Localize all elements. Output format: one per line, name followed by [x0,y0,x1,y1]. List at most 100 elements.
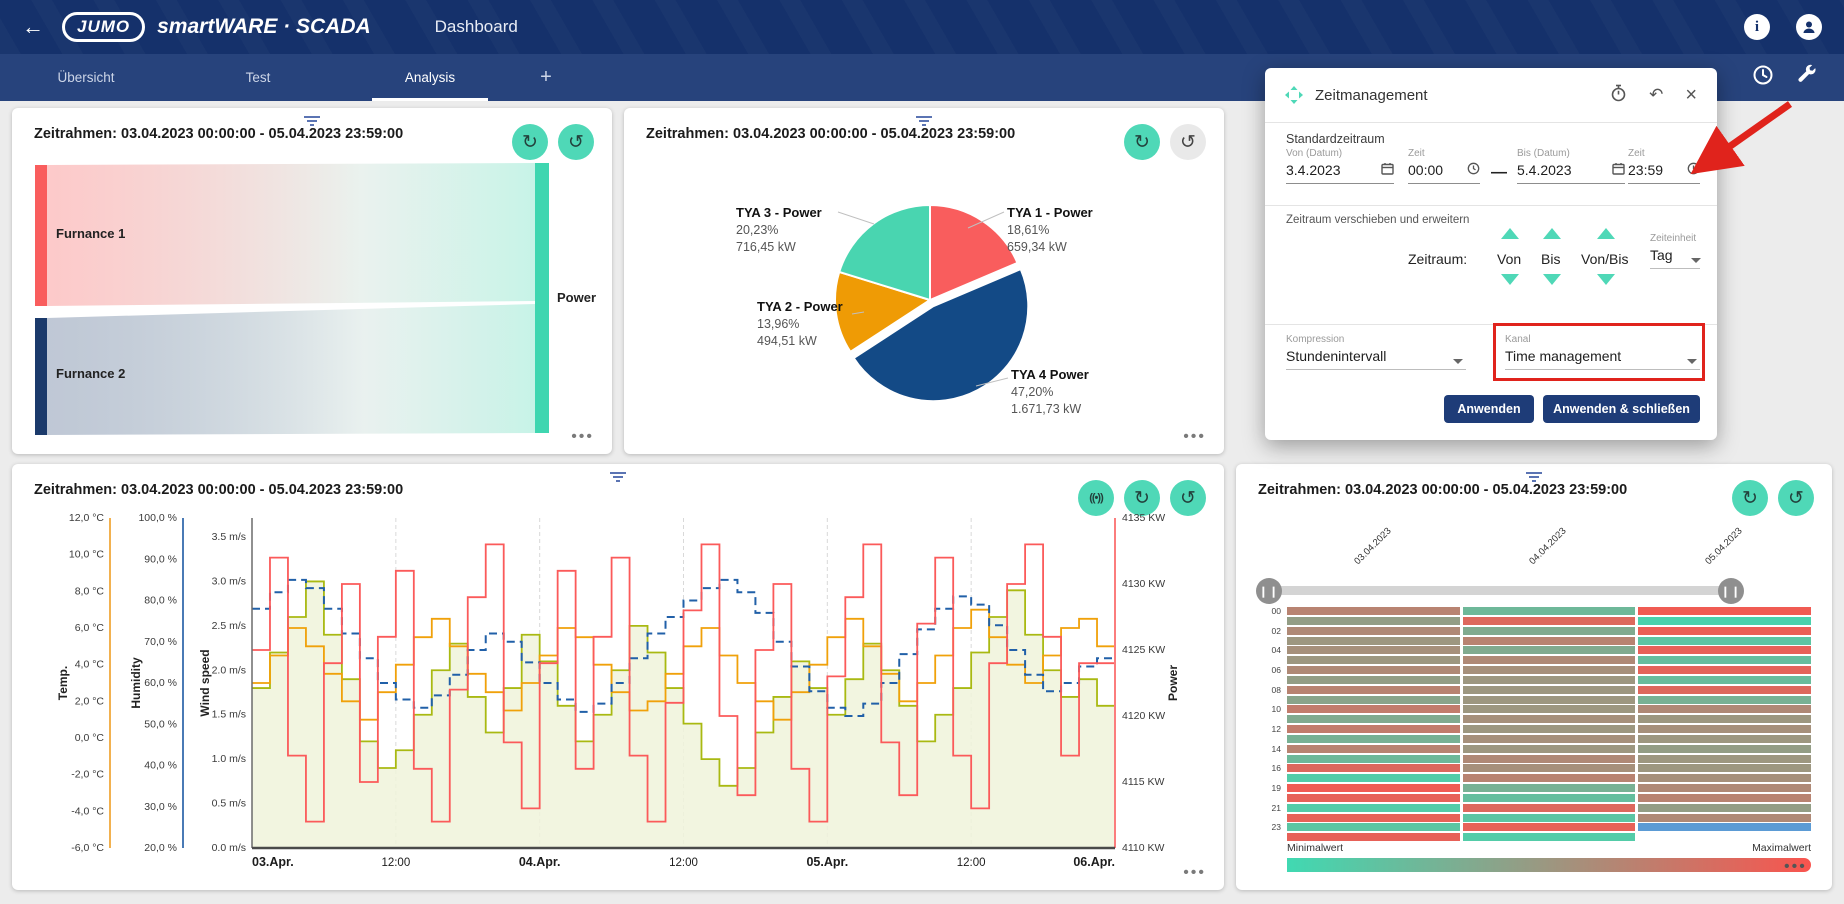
heatmap-cell[interactable] [1287,744,1460,753]
panel-menu-dots[interactable]: ••• [571,428,594,445]
vonbis-down-arrow[interactable] [1597,274,1615,285]
heatmap-cell[interactable] [1462,784,1636,793]
heatmap-cell[interactable] [1638,675,1811,684]
heatmap-cell[interactable] [1287,793,1460,802]
zeit-bis-field[interactable]: Zeit 23:59 [1628,148,1700,184]
sankey-flow-furnance1[interactable] [47,163,535,306]
heatmap-cell[interactable] [1287,626,1460,635]
heatmap-cell[interactable] [1462,685,1636,694]
heatmap-cell[interactable] [1638,666,1811,675]
bis-datum-field[interactable]: Bis (Datum) 5.4.2023 [1517,148,1625,184]
heatmap-cell[interactable] [1462,675,1636,684]
heatmap-cell[interactable] [1462,754,1636,763]
close-icon[interactable]: × [1685,83,1697,106]
filter-icon[interactable] [303,114,321,128]
back-arrow-icon[interactable]: ← [22,14,44,39]
anwenden-schliessen-button[interactable]: Anwenden & schließen [1543,395,1700,423]
heatmap-cell[interactable] [1462,646,1636,655]
heatmap-cell[interactable] [1638,616,1811,625]
heatmap-cell[interactable] [1462,744,1636,753]
heatmap-cell[interactable] [1287,636,1460,645]
vonbis-up-arrow[interactable] [1597,228,1615,239]
pie-slice[interactable] [929,203,1019,302]
pie-slice[interactable] [834,270,933,354]
heatmap-cell[interactable] [1462,725,1636,734]
heatmap-cell[interactable] [1462,833,1636,842]
heatmap-cell[interactable] [1638,656,1811,665]
heatmap-cell[interactable] [1638,705,1811,714]
heatmap-cell[interactable] [1287,656,1460,665]
info-icon[interactable]: i [1744,14,1770,40]
heatmap-cell[interactable] [1638,626,1811,635]
heatmap-cell[interactable] [1638,823,1811,832]
heatmap-cell[interactable] [1287,695,1460,704]
wrench-icon[interactable] [1796,64,1818,91]
heatmap-cell[interactable] [1462,666,1636,675]
heatmap-cell[interactable] [1638,793,1811,802]
calendar-icon[interactable] [1381,162,1394,178]
live-button[interactable]: ((•)) [1078,480,1114,516]
refresh-button[interactable]: ↻ [512,124,548,160]
panel-menu-dots[interactable]: ••• [1183,864,1206,881]
heatmap-cell[interactable] [1462,715,1636,724]
heatmap-cell[interactable] [1638,695,1811,704]
heatmap-cell[interactable] [1638,764,1811,773]
heatmap-cell[interactable] [1287,833,1460,842]
heatmap-cell[interactable] [1462,607,1636,616]
heatmap-cell[interactable] [1462,734,1636,743]
heatmap-cell[interactable] [1462,774,1636,783]
bis-down-arrow[interactable] [1543,274,1561,285]
anwenden-button[interactable]: Anwenden [1444,395,1534,423]
stopwatch-icon[interactable] [1610,84,1627,107]
heatmap-cell[interactable] [1638,636,1811,645]
tab-test[interactable]: Test [245,70,271,85]
add-tab-button[interactable]: + [540,66,552,88]
pie-slice[interactable] [852,267,1030,403]
heatmap-cell[interactable] [1462,636,1636,645]
heatmap-cell[interactable] [1638,774,1811,783]
heatmap-cell[interactable] [1287,616,1460,625]
heatmap-cell[interactable] [1638,744,1811,753]
kanal-select[interactable]: Kanal Time management [1505,334,1700,370]
heatmap-cell[interactable] [1287,675,1460,684]
refresh-button[interactable]: ↻ [1124,480,1160,516]
heatmap-cell[interactable] [1638,715,1811,724]
heatmap-cell[interactable] [1287,725,1460,734]
heatmap-cell[interactable] [1462,656,1636,665]
heatmap-cell[interactable] [1462,695,1636,704]
von-datum-field[interactable]: Von (Datum) 3.4.2023 [1286,148,1394,184]
filter-icon[interactable] [609,470,627,484]
panel-menu-dots[interactable]: ••• [1183,428,1206,445]
bis-up-arrow[interactable] [1543,228,1561,239]
history-button[interactable]: ↺ [1170,124,1206,160]
heatmap-cell[interactable] [1287,754,1460,763]
refresh-button[interactable]: ↻ [1732,480,1768,516]
sankey-node-furnance1[interactable] [35,165,47,306]
sankey-node-furnance2[interactable] [35,318,47,435]
undo-icon[interactable]: ↶ [1649,85,1664,104]
filter-icon[interactable] [915,114,933,128]
heatmap-cell[interactable] [1462,616,1636,625]
zeiteinheit-select[interactable]: Zeiteinheit Tag [1650,233,1700,269]
filter-icon[interactable] [1525,470,1543,484]
heatmap-cell[interactable] [1287,705,1460,714]
calendar-icon[interactable] [1612,162,1625,178]
history-button[interactable]: ↺ [1170,480,1206,516]
von-up-arrow[interactable] [1501,228,1519,239]
refresh-button[interactable]: ↻ [1124,124,1160,160]
heatmap-cell[interactable] [1287,607,1460,616]
account-icon[interactable] [1796,14,1822,40]
history-button[interactable]: ↺ [558,124,594,160]
heatmap-cell[interactable] [1287,784,1460,793]
heatmap-cell[interactable] [1638,813,1811,822]
heatmap-cell[interactable] [1287,646,1460,655]
heatmap-cell[interactable] [1287,764,1460,773]
heatmap-cell[interactable] [1287,813,1460,822]
heatmap-cell[interactable] [1287,666,1460,675]
heatmap-cell[interactable] [1638,734,1811,743]
heatmap-cell[interactable] [1638,646,1811,655]
heatmap-cell[interactable] [1638,784,1811,793]
tab-analysis[interactable]: Analysis [344,54,516,101]
sankey-node-power[interactable] [535,163,549,433]
heatmap-cell[interactable] [1638,725,1811,734]
